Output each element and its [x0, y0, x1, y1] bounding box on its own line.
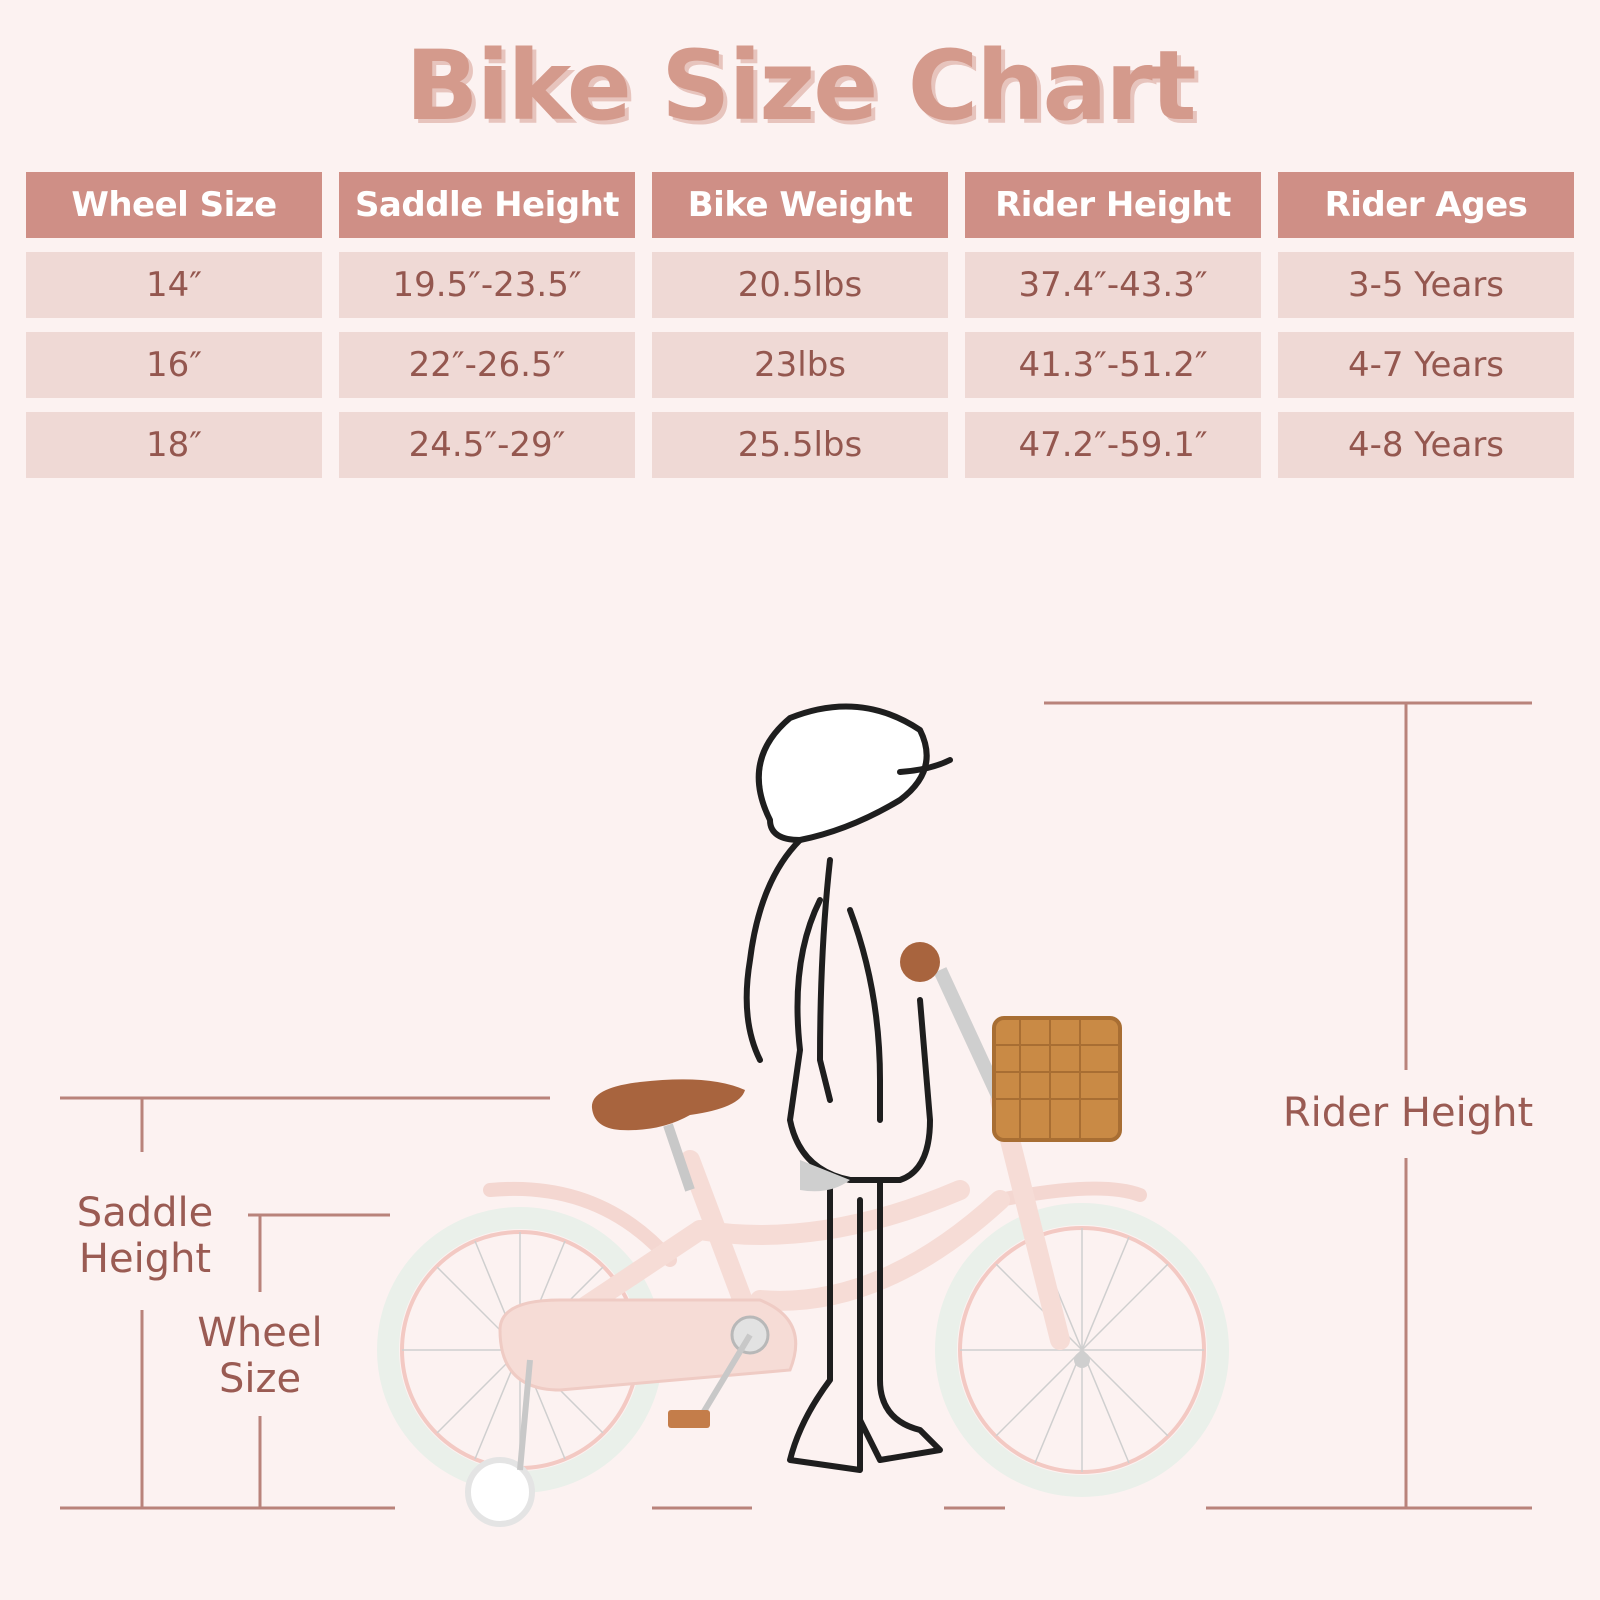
chain-guard — [498, 1298, 798, 1392]
table-cell: 4-7 Years — [1278, 332, 1574, 398]
bike-frame — [510, 1090, 1070, 1360]
table-cell: 23lbs — [652, 332, 948, 398]
header-rider-ages: Rider Ages — [1278, 172, 1574, 238]
table-cell: 14″ — [26, 252, 322, 318]
saddle — [591, 1079, 745, 1131]
basket — [992, 1016, 1122, 1142]
saddle-height-label: Saddle Height — [74, 1190, 216, 1282]
front-fender — [993, 1181, 1147, 1207]
size-table: Wheel Size Saddle Height Bike Weight Rid… — [26, 172, 1574, 478]
table-cell: 24.5″-29″ — [339, 412, 635, 478]
rear-wheel — [377, 1207, 663, 1493]
header-bike-weight: Bike Weight — [652, 172, 948, 238]
rear-fender — [483, 1181, 677, 1267]
table-cell: 37.4″-43.3″ — [965, 252, 1261, 318]
wheel-size-label-line2: Size — [218, 1356, 302, 1402]
saddle-height-label-line1: Saddle — [76, 1190, 214, 1236]
wheel-size-label-line1: Wheel — [197, 1310, 323, 1356]
rider-height-label: Rider Height — [1282, 1090, 1534, 1136]
table-cell: 20.5lbs — [652, 252, 948, 318]
table-cell: 41.3″-51.2″ — [965, 332, 1261, 398]
front-wheel — [935, 1203, 1229, 1497]
saddle-height-label-line2: Height — [78, 1236, 212, 1282]
header-wheel-size: Wheel Size — [26, 172, 322, 238]
table-cell: 3-5 Years — [1278, 252, 1574, 318]
handlebar-grip — [900, 942, 940, 982]
table-cell: 4-8 Years — [1278, 412, 1574, 478]
table-cell: 25.5lbs — [652, 412, 948, 478]
table-cell: 18″ — [26, 412, 322, 478]
girl-outline — [743, 703, 953, 1473]
training-wheel — [465, 1457, 535, 1527]
table-cell: 16″ — [26, 332, 322, 398]
header-saddle-height: Saddle Height — [339, 172, 635, 238]
table-cell: 47.2″-59.1″ — [965, 412, 1261, 478]
wheel-size-label: Wheel Size — [190, 1310, 330, 1402]
header-rider-height: Rider Height — [965, 172, 1261, 238]
page-title: Bike Size Chart — [405, 30, 1196, 142]
table-cell: 19.5″-23.5″ — [339, 252, 635, 318]
table-cell: 22″-26.5″ — [339, 332, 635, 398]
